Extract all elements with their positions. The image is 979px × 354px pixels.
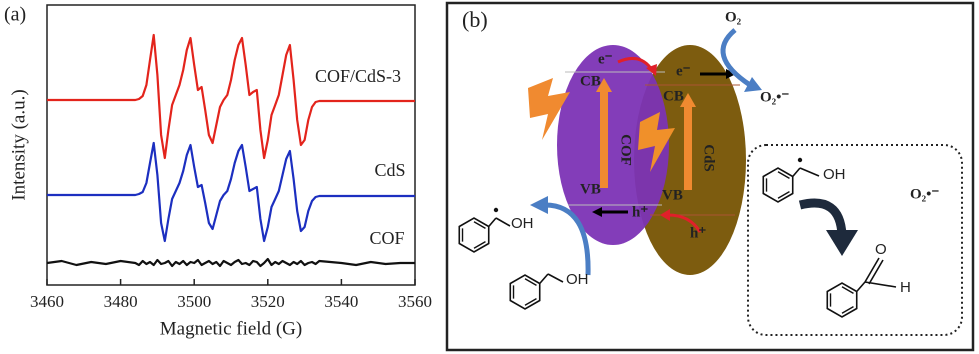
series-line <box>47 141 415 243</box>
benzene-ring <box>762 167 794 203</box>
bond <box>547 273 564 283</box>
carbonyl-label: O <box>875 241 887 258</box>
excitation-arrow <box>684 105 692 190</box>
excitation-arrow <box>680 93 696 107</box>
cof-particle <box>557 45 669 245</box>
oxygen-label: O₂ <box>725 9 742 25</box>
light-bolt <box>638 112 675 172</box>
superoxide-label: O₂•⁻ <box>760 89 789 105</box>
band-label: VB <box>662 187 683 203</box>
reaction-arrow <box>798 198 847 236</box>
electron-label: e⁻ <box>598 51 613 67</box>
plot-frame <box>46 4 416 286</box>
hole-arrow <box>592 207 602 217</box>
series-line <box>47 33 415 160</box>
bond <box>799 167 820 177</box>
hole-label: h⁺ <box>632 204 648 220</box>
material-label: CdS <box>701 144 717 172</box>
benzene-ring <box>509 274 541 310</box>
reduction-arrow <box>720 28 752 88</box>
bond <box>868 259 884 285</box>
double-bond <box>841 306 854 314</box>
x-axis-title: Magnetic field (G) <box>160 318 302 339</box>
series-label: COF/CdS-3 <box>315 66 401 86</box>
reaction-box <box>747 144 963 336</box>
x-tick-label: 3560 <box>398 292 432 311</box>
transfer-arrow <box>660 209 670 221</box>
reduction-arrow <box>744 77 762 92</box>
material-label: COF <box>618 134 634 166</box>
x-tick-label: 3480 <box>104 292 138 311</box>
hydroxyl-label: OH <box>511 215 534 232</box>
double-bond <box>524 278 537 286</box>
oxidation-arrow <box>530 196 548 214</box>
series-label: CdS <box>374 160 405 180</box>
electron-arrow <box>726 69 736 79</box>
panel-label: (b) <box>462 7 488 32</box>
excitation-arrow <box>596 78 612 92</box>
band-label: CB <box>663 88 684 104</box>
hole-label: h⁺ <box>690 225 706 241</box>
bond <box>495 217 511 227</box>
panel-label: (a) <box>4 4 26 26</box>
y-axis-title: Intensity (a.u.) <box>8 89 29 200</box>
excitation-arrow <box>600 90 608 188</box>
reaction-arrow <box>826 230 858 256</box>
bond <box>864 257 880 283</box>
panel-b: (b) O₂ O₂•⁻ O₂•⁻ e⁻ CB COF VB <box>445 1 975 352</box>
molecules <box>458 157 897 318</box>
bond <box>856 281 866 293</box>
band-label: VB <box>580 181 601 197</box>
double-bond <box>473 241 486 249</box>
bond <box>792 167 801 178</box>
x-tick-label: 3520 <box>251 292 285 311</box>
double-bond <box>473 221 486 229</box>
hydroxyl-label: OH <box>823 166 846 183</box>
radical-dot <box>493 207 499 213</box>
x-tick-label: 3540 <box>324 292 358 311</box>
band-label: CB <box>580 73 601 89</box>
oxidation-arrow <box>544 202 591 276</box>
hydroxyl-label: OH <box>566 271 589 288</box>
radical-dot <box>797 157 803 163</box>
double-bond <box>777 191 790 199</box>
benzene-ring <box>826 282 858 318</box>
x-tick-label: 3500 <box>177 292 211 311</box>
aldehyde-h-label: H <box>900 279 911 296</box>
benzene-ring <box>458 217 490 253</box>
double-bond <box>777 171 790 179</box>
panel-frame <box>445 1 975 352</box>
series-line <box>46 257 415 268</box>
x-tick-label: 3460 <box>30 292 64 311</box>
light-bolt <box>528 78 570 140</box>
series-label: COF <box>369 228 404 248</box>
bond <box>488 217 497 228</box>
panel-a: (a) Magnetic field (G) Intensity (a.u.) … <box>4 4 416 339</box>
superoxide-label: O₂•⁻ <box>910 186 939 202</box>
bond <box>539 273 549 285</box>
transfer-arrow <box>667 213 702 233</box>
electron-label: e⁻ <box>676 63 691 79</box>
double-bond <box>524 298 537 306</box>
bond <box>864 281 897 288</box>
transfer-arrow <box>646 64 657 76</box>
double-bond <box>841 286 854 294</box>
